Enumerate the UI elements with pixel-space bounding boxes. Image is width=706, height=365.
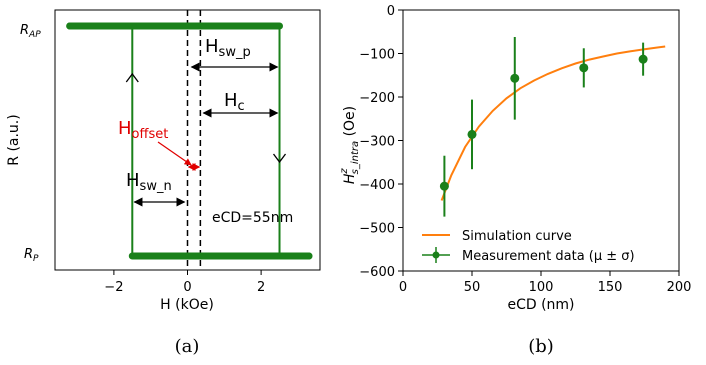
- legend-measurement-label: Measurement data (μ ± σ): [462, 249, 635, 264]
- y-tick-label-b: −300: [359, 135, 395, 150]
- hsw-n-label: Hsw_n: [126, 170, 172, 194]
- hysteresis-loop: [66, 10, 313, 270]
- measurement-point: [638, 42, 648, 76]
- y-tick-label-b: −200: [359, 91, 395, 106]
- y-axis-label-a: R (a.u.): [6, 114, 22, 165]
- up-arrow-icon: [125, 72, 139, 83]
- x-tick-label-a: 0: [183, 280, 191, 295]
- down-arrow-icon: [272, 153, 287, 164]
- measurement-point: [467, 99, 477, 170]
- hoffset-pointer: [157, 141, 192, 166]
- legend: Simulation curve Measurement data (μ ± σ…: [422, 229, 635, 264]
- r-ap-tick-label: RAP: [20, 23, 41, 40]
- eCD-field-chart: 0 50 100 150 200 0 −100 −200 −300 −400 −500 −600 eC…: [339, 4, 691, 313]
- legend-simulation-label: Simulation curve: [462, 229, 572, 244]
- y-tick-label-b: −100: [359, 48, 395, 63]
- y-tick-label-b: −600: [359, 265, 395, 280]
- legend-measurement-swatch: [422, 247, 450, 263]
- x-tick-label-b: 0: [399, 280, 407, 295]
- measurement-point: [579, 48, 589, 88]
- x-tick-label-b: 200: [667, 280, 692, 295]
- x-tick-label-b: 50: [464, 280, 481, 295]
- y-tick-label-b: −400: [359, 178, 395, 193]
- x-axis-label-a: H (kOe): [160, 297, 214, 313]
- annotation-arrows: [133, 62, 279, 207]
- x-tick-label-b: 150: [598, 280, 623, 295]
- y-axis-label-b: Hzs_intra (Oe): [339, 106, 361, 184]
- hsw-p-label: Hsw_p: [205, 36, 251, 60]
- hoffset-label: Hoffset: [118, 118, 168, 142]
- panel-b-caption: (b): [528, 336, 554, 357]
- y-tick-label-b: −500: [359, 222, 395, 237]
- simulation-curve: [440, 45, 666, 201]
- x-tick-label-a: −2: [104, 280, 123, 295]
- measurement-point: [510, 36, 520, 120]
- hysteresis-chart: −2 0 2 RAP RP H (kOe) R (a.u.) Hsw_p Hc Ho…: [6, 9, 321, 313]
- measurement-point: [439, 155, 449, 217]
- panel-a-caption: (a): [175, 336, 200, 357]
- ecd-annotation: eCD=55nm: [212, 210, 293, 226]
- x-axis-label-b: eCD (nm): [507, 297, 574, 313]
- plot-frame-b: [402, 9, 680, 272]
- x-tick-label-a: 2: [257, 280, 265, 295]
- x-tick-label-b: 100: [529, 280, 554, 295]
- y-tick-label-b: 0: [387, 4, 395, 19]
- hc-label: Hc: [224, 90, 245, 114]
- r-p-tick-label: RP: [24, 247, 39, 264]
